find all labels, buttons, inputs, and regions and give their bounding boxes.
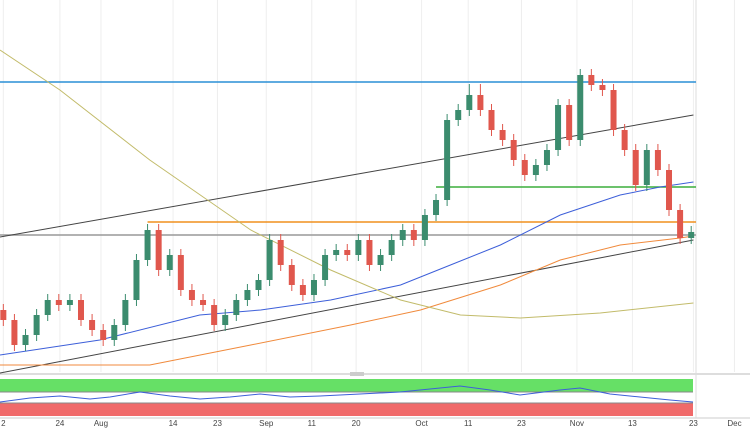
candle-body	[333, 250, 340, 255]
candle-body	[388, 240, 395, 255]
candle-body	[588, 75, 595, 85]
candle-body	[421, 215, 428, 240]
candle-body	[410, 230, 417, 240]
candle-body	[599, 85, 606, 90]
x-tick-label: 11	[308, 419, 317, 428]
candle-body	[55, 300, 62, 305]
x-tick-label: 23	[213, 419, 222, 428]
x-tick-label: 11	[464, 419, 473, 428]
candle-body	[188, 290, 195, 300]
candle-body	[144, 230, 151, 260]
candle-body	[532, 165, 539, 175]
candle-body	[33, 315, 40, 335]
candle-body	[555, 105, 562, 150]
candle-body	[22, 335, 29, 345]
candle-body	[233, 300, 240, 315]
x-tick-label: 20	[352, 419, 361, 428]
candle-body	[399, 230, 406, 240]
candle-body	[266, 240, 273, 280]
candle-body	[654, 150, 661, 170]
overbought-zone	[0, 379, 693, 392]
candle-body	[299, 285, 306, 295]
trend-line	[0, 239, 694, 374]
candle-body	[477, 95, 484, 110]
candle-body	[666, 170, 673, 210]
x-tick-label: Nov	[570, 419, 584, 428]
candle-body	[122, 300, 129, 325]
oversold-zone	[0, 403, 693, 416]
x-tick-label: Aug	[94, 419, 108, 428]
x-tick-label: 14	[169, 419, 178, 428]
candle-body	[444, 120, 451, 200]
candle-body	[11, 320, 18, 345]
trend-line	[0, 181, 694, 356]
candle-body	[155, 230, 162, 270]
candle-body	[89, 320, 96, 330]
candle-body	[677, 210, 684, 238]
candle-body	[177, 255, 184, 290]
candle-body	[455, 110, 462, 120]
candle-body	[366, 240, 373, 265]
candle-body	[166, 255, 173, 270]
candle-body	[499, 130, 506, 140]
candle-body	[222, 315, 229, 325]
candle-body	[111, 325, 118, 340]
x-tick-label: Oct	[415, 419, 428, 428]
candle-body	[688, 232, 695, 238]
candle-body	[610, 90, 617, 130]
candle-body	[643, 150, 650, 185]
x-tick-label: 24	[55, 419, 64, 428]
candle-body	[100, 330, 107, 340]
x-tick-label: 13	[628, 419, 637, 428]
candle-body	[632, 150, 639, 185]
candle-body	[510, 140, 517, 160]
candle-body	[77, 300, 84, 320]
candle-body	[133, 260, 140, 300]
candle-body	[211, 305, 218, 325]
candle-body	[255, 280, 262, 290]
candle-body	[66, 300, 73, 305]
candle-body	[244, 290, 251, 300]
x-tick-label: Sep	[259, 419, 274, 428]
candle-body	[277, 240, 284, 265]
trend-line	[0, 49, 694, 319]
x-tick-label: 23	[689, 419, 698, 428]
candle-body	[488, 110, 495, 130]
x-tick-label: Dec	[727, 419, 741, 428]
candle-body	[433, 200, 440, 215]
candle-body	[377, 255, 384, 265]
candle-body	[322, 255, 329, 280]
candle-body	[44, 300, 51, 315]
candle-body	[543, 150, 550, 165]
grid	[2, 0, 735, 372]
candle-body	[521, 160, 528, 175]
candle-body	[577, 75, 584, 140]
candle-body	[344, 250, 351, 255]
candle-body	[200, 300, 207, 305]
x-tick-label: 2	[1, 419, 6, 428]
candle-body	[288, 265, 295, 285]
oscillator-line	[0, 385, 694, 403]
candle-body	[566, 105, 573, 140]
candle-body	[466, 95, 473, 110]
candle-body	[355, 240, 362, 255]
x-tick-label: 23	[517, 419, 526, 428]
candle-body	[621, 130, 628, 150]
candle-body	[310, 280, 317, 295]
divider-handle[interactable]	[350, 372, 364, 376]
candle-body	[0, 310, 7, 320]
trend-line	[0, 235, 694, 366]
